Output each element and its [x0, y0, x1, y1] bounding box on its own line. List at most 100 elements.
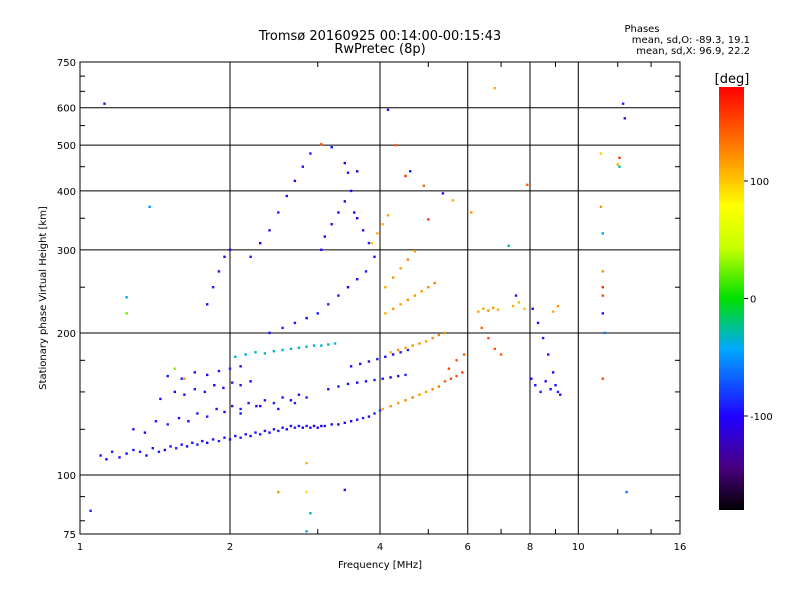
- data-point: [327, 303, 330, 306]
- data-point: [531, 307, 534, 310]
- x-tick-label: 2: [227, 542, 233, 553]
- colorbar-tick-label: -100: [750, 412, 773, 423]
- data-point: [254, 351, 257, 354]
- data-point: [223, 436, 226, 439]
- data-point: [373, 412, 376, 415]
- data-point: [259, 241, 262, 245]
- x-axis-label: Frequency [MHz]: [338, 560, 422, 571]
- data-point: [386, 214, 390, 217]
- x-tick-label: 10: [572, 542, 585, 553]
- data-point: [272, 401, 276, 405]
- data-point: [530, 377, 533, 380]
- data-point: [183, 393, 186, 396]
- data-point: [132, 448, 135, 452]
- data-point: [305, 530, 308, 533]
- data-point: [305, 424, 308, 428]
- data-point: [297, 424, 301, 428]
- data-point: [305, 490, 308, 494]
- data-point: [399, 267, 402, 270]
- data-point: [359, 362, 362, 366]
- chart-title: Tromsø 20160925 00:14:00-00:15:43: [258, 29, 501, 44]
- data-point: [551, 310, 555, 313]
- data-point: [346, 382, 350, 386]
- data-point: [381, 407, 384, 411]
- data-point: [346, 286, 350, 289]
- y-axis-label: Stationary phase Virtual Height [km]: [38, 206, 49, 390]
- data-point: [599, 205, 603, 208]
- data-point: [305, 461, 308, 465]
- data-point: [293, 179, 297, 183]
- data-point: [349, 420, 353, 423]
- data-point: [493, 87, 496, 90]
- data-point: [203, 390, 206, 394]
- data-point: [305, 396, 308, 399]
- data-point: [285, 194, 288, 198]
- data-point: [427, 286, 430, 289]
- data-point: [249, 255, 252, 258]
- data-point: [157, 450, 161, 453]
- data-point: [312, 344, 316, 347]
- data-point: [337, 294, 340, 297]
- data-point: [309, 426, 312, 429]
- data-point: [333, 342, 337, 345]
- data-point: [337, 423, 340, 426]
- data-point: [356, 217, 359, 220]
- data-point: [201, 439, 204, 443]
- data-point: [281, 426, 284, 429]
- data-point: [297, 393, 301, 396]
- data-point: [356, 278, 359, 281]
- y-tick-label: 500: [57, 141, 76, 152]
- data-point: [193, 388, 196, 391]
- data-point: [206, 415, 209, 418]
- data-point: [323, 424, 326, 428]
- data-point: [496, 308, 500, 311]
- y-tick-label: 600: [57, 104, 76, 115]
- data-point: [394, 143, 397, 147]
- data-point: [487, 336, 490, 340]
- data-point: [404, 399, 407, 402]
- x-axis-ticks: 1 2 4 6 8 10 16: [77, 62, 686, 553]
- data-point: [223, 255, 226, 258]
- data-point: [361, 229, 365, 232]
- data-point: [211, 438, 215, 441]
- data-point: [177, 416, 181, 420]
- data-point: [389, 404, 392, 408]
- data-point: [461, 371, 464, 374]
- data-point: [330, 423, 333, 426]
- data-point: [343, 200, 346, 203]
- data-point: [404, 174, 407, 178]
- data-point: [406, 298, 410, 302]
- data-point: [433, 281, 436, 285]
- x-tick-label: 1: [77, 542, 83, 553]
- data-point: [263, 352, 267, 355]
- data-point: [327, 388, 330, 391]
- data-point: [511, 304, 515, 308]
- data-point: [305, 316, 308, 320]
- data-point: [285, 428, 288, 431]
- data-point: [346, 171, 350, 174]
- data-point: [277, 407, 280, 411]
- data-point: [411, 396, 414, 399]
- data-point: [601, 270, 604, 273]
- data-point: [281, 326, 284, 330]
- data-point: [193, 371, 196, 374]
- data-point: [159, 397, 162, 401]
- data-point: [277, 490, 280, 494]
- data-point: [148, 205, 151, 208]
- y-tick-label: 200: [57, 329, 76, 340]
- data-point: [272, 428, 276, 431]
- data-point: [213, 384, 216, 387]
- y-tick-label: 100: [57, 471, 76, 482]
- data-point: [301, 165, 304, 168]
- colorbar-label: [deg]: [715, 72, 750, 87]
- data-point: [391, 276, 395, 279]
- data-point: [244, 433, 247, 436]
- data-point: [389, 351, 392, 354]
- data-point: [343, 161, 346, 165]
- data-points: [89, 87, 628, 533]
- data-point: [441, 192, 445, 195]
- x-tick-label: 4: [377, 542, 383, 553]
- data-point: [217, 369, 221, 373]
- data-point: [154, 420, 158, 423]
- data-point: [523, 307, 526, 310]
